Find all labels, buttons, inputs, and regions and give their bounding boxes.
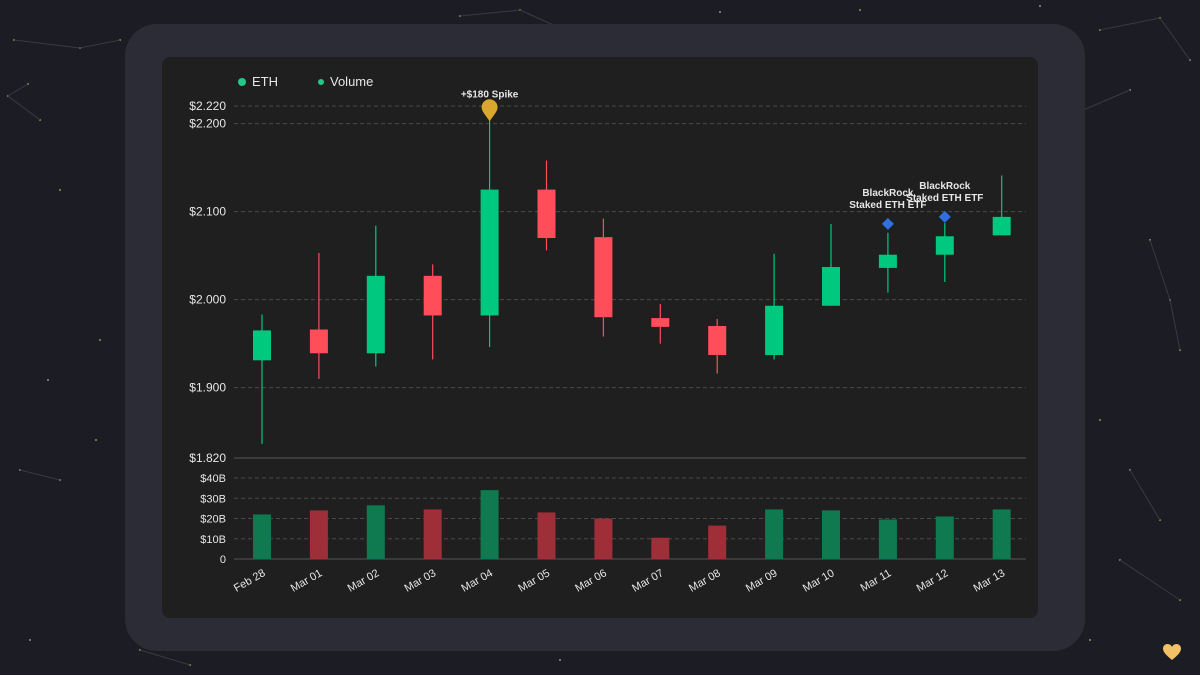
constellation-line (79, 39, 121, 49)
diamond-marker-icon (881, 217, 894, 230)
green-dot-icon (238, 77, 246, 86)
star-dot (858, 8, 862, 12)
volume-tick-label: $40B (200, 473, 226, 485)
spike-pin-icon (481, 99, 498, 122)
x-tick-label: Mar 01 (289, 567, 325, 595)
candle-body (708, 326, 727, 356)
star-dot (28, 638, 32, 642)
volume-bar (537, 512, 556, 559)
price-tick-label: $2.200 (189, 117, 226, 131)
constellation-line (1159, 17, 1191, 61)
annotation-label-line: Staked ETH ETF (906, 193, 983, 204)
star-dot (98, 338, 102, 342)
price-tick-label: $2.100 (189, 205, 226, 219)
price-tick-label: $1.820 (189, 451, 226, 465)
heart-icon (1163, 644, 1181, 660)
volume-bar (765, 509, 784, 559)
annotation-label: BlackRock Staked ETH ETF (906, 181, 983, 204)
volume-bar (253, 514, 271, 559)
candle-body (594, 237, 613, 318)
star-dot (718, 10, 722, 14)
price-tick-label: $1.900 (189, 381, 226, 395)
volume-tick-label: $30B (200, 493, 226, 505)
annotation-label: +$180 Spike (461, 89, 519, 100)
candle-body (309, 329, 328, 354)
constellation-line (139, 649, 191, 666)
x-tick-label: Mar 04 (459, 567, 495, 595)
eth-candlestick-chart: $1.820 $1.900 $2.000 $2.100 $2.200 $2.220 0 $10… (189, 89, 1026, 595)
x-tick-label: Mar 02 (346, 567, 382, 595)
annotation-label-line: BlackRock (919, 181, 971, 192)
constellation-line (1129, 469, 1161, 521)
x-tick-label: Mar 10 (801, 567, 837, 595)
volume-bar (651, 537, 670, 559)
x-tick-label: Mar 05 (516, 567, 552, 595)
star-dot (46, 378, 50, 382)
legend: ETH Volume (238, 74, 373, 89)
legend-item-volume[interactable]: Volume (318, 74, 373, 89)
volume-bar (708, 525, 727, 559)
x-tick-label: Mar 08 (687, 567, 723, 595)
constellation-line (7, 95, 41, 121)
volume-bar (594, 518, 613, 559)
candle-body (765, 305, 784, 356)
price-tick-label: $2.000 (189, 293, 226, 307)
candle-body (878, 254, 897, 268)
candle-body (935, 236, 954, 255)
price-tick-label: $2.220 (189, 99, 226, 113)
constellation-line (1099, 17, 1161, 31)
x-tick-label: Mar 06 (573, 567, 609, 595)
x-tick-label: Mar 09 (744, 567, 780, 595)
candle-body (480, 189, 499, 316)
x-tick-label: Mar 11 (858, 567, 893, 594)
legend-label-volume: Volume (330, 74, 374, 89)
volume-bar (423, 509, 442, 559)
star-dot (558, 658, 562, 662)
x-tick-label: Mar 13 (972, 567, 1008, 595)
volume-bar (992, 509, 1011, 559)
legend-label-eth: ETH (252, 74, 278, 89)
star-dot (58, 188, 62, 192)
candle-body (253, 330, 271, 361)
constellation-line (13, 39, 81, 49)
green-dot-icon (318, 78, 324, 85)
candle-body (651, 318, 670, 327)
x-tick-label: Mar 12 (915, 567, 951, 595)
volume-tick-label: $10B (200, 534, 226, 546)
volume-bar (822, 510, 840, 559)
constellation-line (1149, 239, 1171, 301)
annotation-label-line: BlackRock (862, 188, 914, 199)
volume-bar (366, 505, 385, 559)
volume-bar (309, 510, 328, 559)
candle-body (423, 275, 442, 316)
star-dot (1098, 418, 1102, 422)
volume-tick-label: 0 (220, 554, 226, 566)
constellation-line (1169, 299, 1181, 351)
volume-bar (480, 490, 499, 559)
x-tick-label: Feb 28 (232, 567, 268, 595)
constellation-line (19, 469, 61, 481)
volume-bar (878, 519, 897, 559)
volume-bar (935, 516, 954, 559)
annotation-label-line: Staked ETH ETF (849, 200, 926, 211)
constellation-line (7, 83, 29, 97)
candle-body (366, 275, 385, 354)
candle-body (537, 189, 556, 238)
candle-body (992, 216, 1011, 236)
chart-panel: $1.820 $1.900 $2.000 $2.100 $2.200 $2.220 0 $10… (162, 57, 1038, 618)
candle-body (822, 267, 840, 306)
constellation-line (1119, 559, 1181, 601)
annotation-label: BlackRock Staked ETH ETF (849, 188, 926, 211)
legend-item-eth[interactable]: ETH (238, 74, 278, 89)
star-dot (1038, 4, 1042, 8)
x-tick-label: Mar 07 (630, 567, 666, 595)
diamond-marker-icon (938, 210, 951, 223)
star-dot (1088, 638, 1092, 642)
x-tick-label: Mar 03 (403, 567, 439, 595)
volume-tick-label: $20B (200, 514, 226, 526)
star-dot (94, 438, 98, 442)
constellation-line (459, 9, 521, 17)
